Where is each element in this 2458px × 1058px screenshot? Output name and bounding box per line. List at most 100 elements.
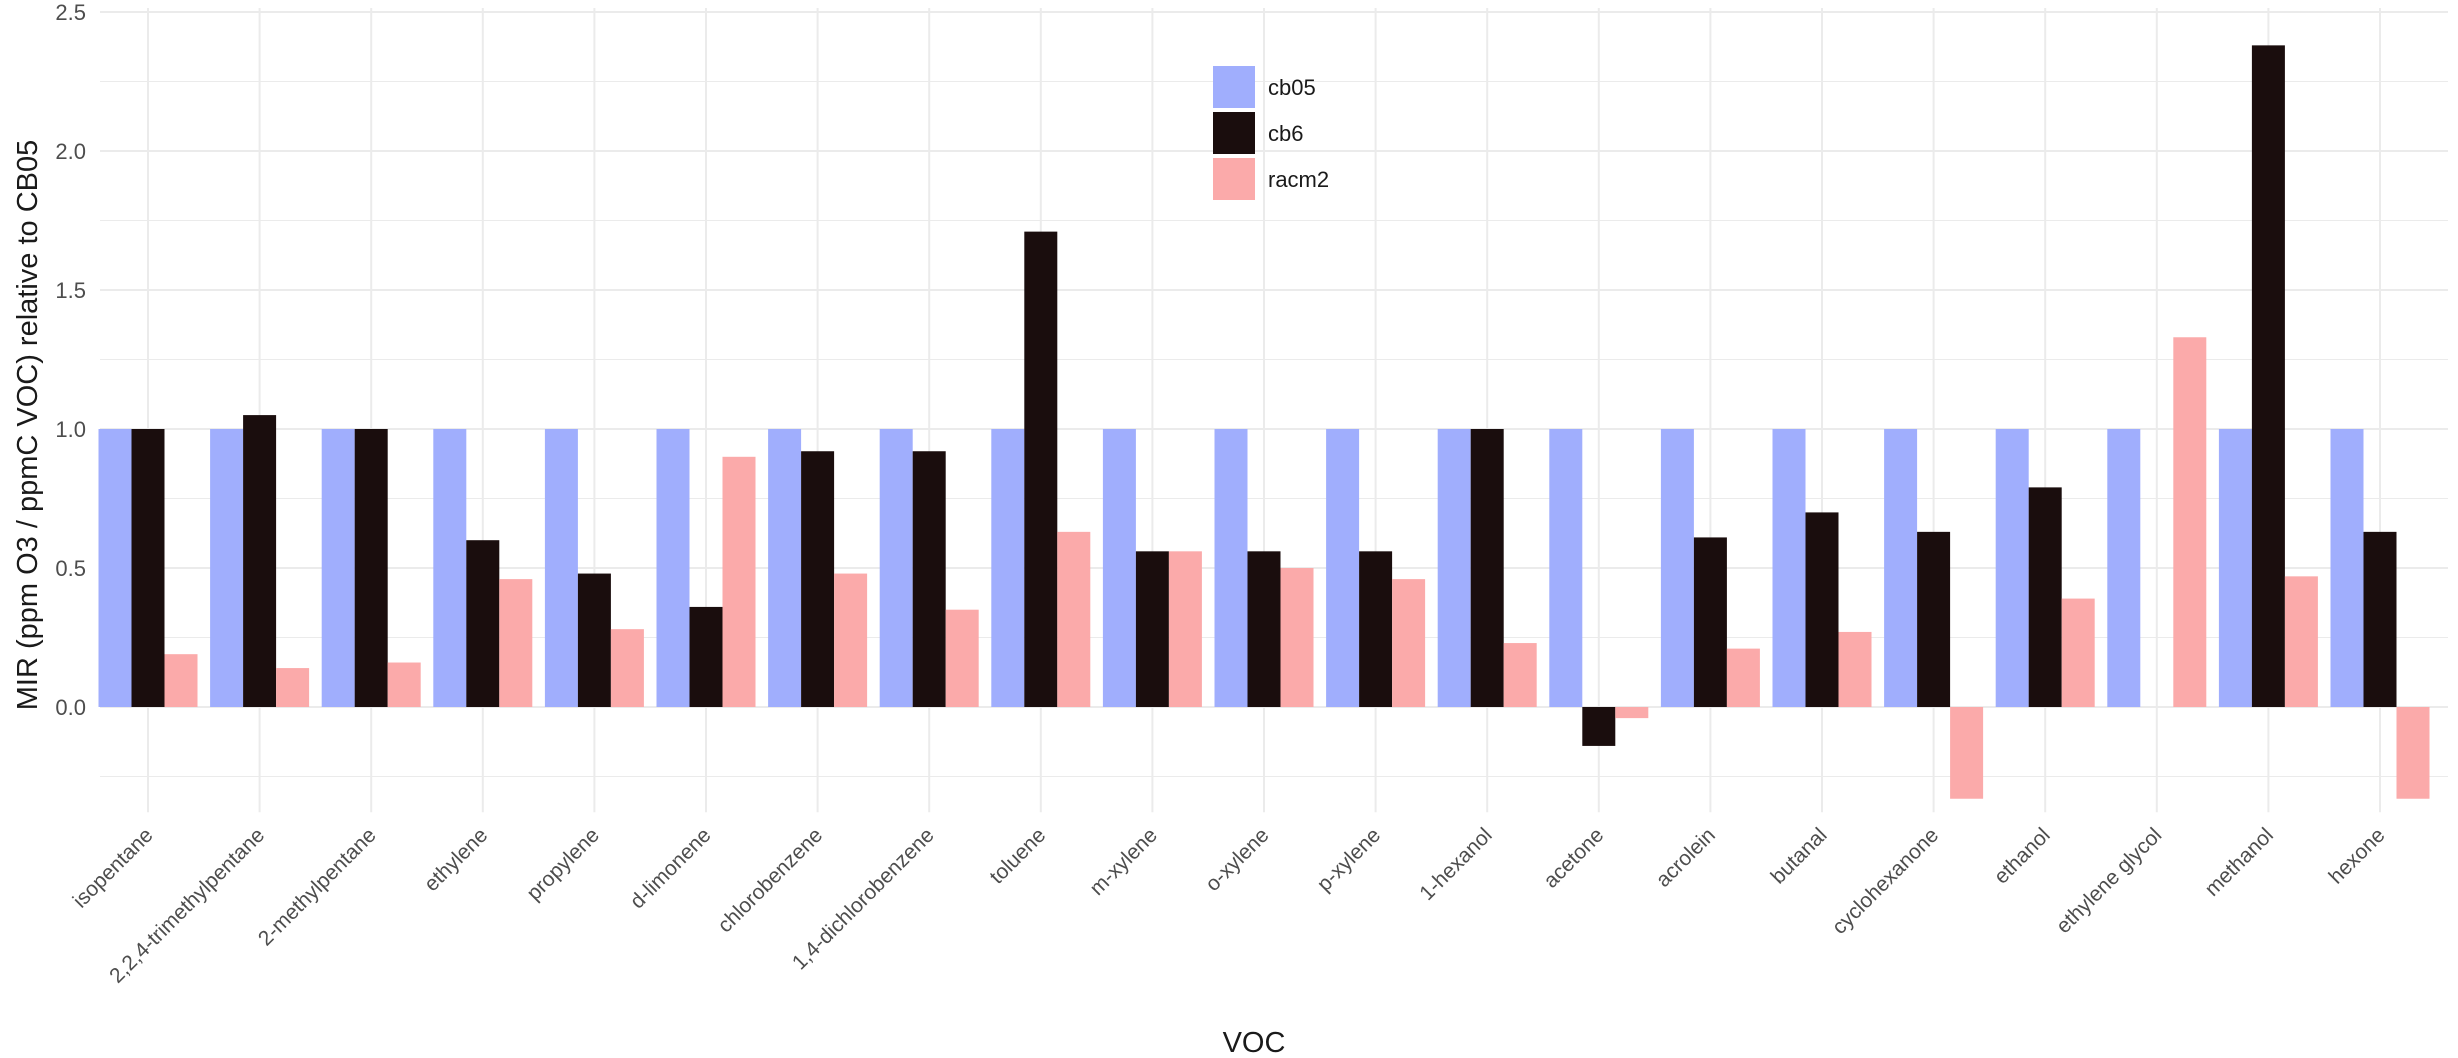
bar-cb6-chlorobenzene xyxy=(801,451,835,707)
bar-cb05-butanal xyxy=(1772,429,1806,707)
x-tick-label: 2-methylpentane xyxy=(254,824,381,951)
bar-cb05-acetone xyxy=(1549,429,1583,707)
x-tick-label: cyclohexanone xyxy=(1828,824,1943,939)
x-tick-label: methanol xyxy=(2201,824,2278,901)
bar-cb05-2-2-4-trimethylpentane xyxy=(210,429,244,707)
bar-cb6-2-methylpentane xyxy=(354,429,388,707)
bar-racm2-ethylene-glycol xyxy=(2173,337,2207,707)
bar-cb05-acrolein xyxy=(1660,429,1694,707)
x-tick-label: acrolein xyxy=(1652,824,1720,892)
x-tick-label: chlorobenzene xyxy=(713,824,827,938)
bar-racm2-butanal xyxy=(1838,631,1872,707)
bar-cb6-p-xylene xyxy=(1359,551,1393,707)
bar-racm2-2-2-4-trimethylpentane xyxy=(276,668,310,707)
bar-cb6-toluene xyxy=(1024,231,1058,707)
bar-cb6-acrolein xyxy=(1693,537,1727,707)
bar-cb05-hexone xyxy=(2330,429,2364,707)
y-tick-label: 0.0 xyxy=(55,695,86,720)
x-tick-label: d-limonene xyxy=(626,824,716,914)
y-tick-label: 2.5 xyxy=(55,0,86,25)
bar-cb05-isopentane xyxy=(98,429,132,707)
bar-racm2-d-limonene xyxy=(722,456,756,707)
bar-cb6-m-xylene xyxy=(1135,551,1169,707)
bar-cb05-m-xylene xyxy=(1102,429,1136,707)
y-tick-label: 1.0 xyxy=(55,417,86,442)
x-tick-label: propylene xyxy=(522,824,603,905)
bar-racm2-ethanol xyxy=(2061,598,2095,707)
bar-racm2-ethylene xyxy=(499,579,533,707)
bar-cb05-d-limonene xyxy=(656,429,690,707)
bar-racm2-methanol xyxy=(2284,576,2318,707)
bar-cb6-1-4-dichlorobenzene xyxy=(912,451,946,707)
bar-cb6-methanol xyxy=(2251,45,2285,708)
y-axis-title: MIR (ppm O3 / ppmC VOC) relative to CB05 xyxy=(12,140,44,711)
y-tick-label: 1.5 xyxy=(55,278,86,303)
x-tick-label: butanal xyxy=(1767,824,1832,889)
bar-cb6-2-2-4-trimethylpentane xyxy=(243,415,277,707)
x-tick-label: toluene xyxy=(985,824,1050,889)
bar-cb05-cyclohexanone xyxy=(1884,429,1918,707)
legend: cb05 cb6 racm2 xyxy=(1213,66,1329,200)
bar-cb05-2-methylpentane xyxy=(321,429,355,707)
x-tick-label: isopentane xyxy=(69,824,158,913)
bar-racm2-isopentane xyxy=(164,654,198,707)
bar-cb05-ethanol xyxy=(1995,429,2029,707)
x-tick-label: ethanol xyxy=(1990,824,2055,889)
legend-label-cb05: cb05 xyxy=(1268,75,1316,100)
bar-cb6-hexone xyxy=(2363,531,2397,707)
bar-racm2-acetone xyxy=(1615,707,1649,719)
bar-cb05-propylene xyxy=(544,429,578,707)
bar-cb05-1-hexanol xyxy=(1437,429,1471,707)
bar-cb05-toluene xyxy=(991,429,1025,707)
bar-cb05-p-xylene xyxy=(1326,429,1360,707)
bar-racm2-acrolein xyxy=(1726,648,1760,707)
bar-racm2-p-xylene xyxy=(1392,579,1426,707)
bar-cb6-ethylene xyxy=(466,540,500,707)
bar-cb6-cyclohexanone xyxy=(1917,531,1951,707)
bar-cb6-ethanol xyxy=(2028,487,2062,707)
bar-cb6-1-hexanol xyxy=(1470,429,1504,707)
bar-cb6-acetone xyxy=(1582,707,1616,746)
x-tick-label: 1-hexanol xyxy=(1415,824,1496,905)
legend-key-racm2 xyxy=(1213,158,1255,200)
legend-key-cb6 xyxy=(1213,112,1255,154)
bar-racm2-2-methylpentane xyxy=(387,662,421,707)
x-tick-label: o-xylene xyxy=(1201,824,1273,896)
x-tick-label: ethylene glycol xyxy=(2052,824,2166,938)
x-tick-label: m-xylene xyxy=(1085,824,1162,901)
bar-racm2-cyclohexanone xyxy=(1950,707,1984,799)
bars xyxy=(98,45,2430,799)
bar-cb05-1-4-dichlorobenzene xyxy=(879,429,913,707)
bar-cb6-d-limonene xyxy=(689,606,723,707)
x-axis-ticks: isopentane2,2,4-trimethylpentane2-methyl… xyxy=(69,824,2390,988)
bar-racm2-toluene xyxy=(1057,531,1091,707)
bar-racm2-hexone xyxy=(2396,707,2430,799)
bar-racm2-propylene xyxy=(610,629,644,707)
bar-cb05-ethylene-glycol xyxy=(2107,429,2141,707)
y-tick-label: 0.5 xyxy=(55,556,86,581)
bar-cb6-butanal xyxy=(1805,512,1839,707)
bar-cb05-ethylene xyxy=(433,429,467,707)
y-axis-ticks: 0.0 0.5 1.0 1.5 2.0 2.5 xyxy=(55,0,86,720)
x-axis-title: VOC xyxy=(1223,1027,1286,1058)
legend-key-cb05 xyxy=(1213,66,1255,108)
bar-cb6-propylene xyxy=(577,573,611,707)
bar-racm2-o-xylene xyxy=(1280,568,1314,707)
legend-label-racm2: racm2 xyxy=(1268,167,1329,192)
x-tick-label: ethylene xyxy=(420,824,492,896)
legend-label-cb6: cb6 xyxy=(1268,121,1303,146)
bar-racm2-1-4-dichlorobenzene xyxy=(945,609,979,707)
y-tick-label: 2.0 xyxy=(55,139,86,164)
bar-racm2-1-hexanol xyxy=(1503,643,1537,707)
x-tick-label: hexone xyxy=(2325,824,2390,889)
bar-cb6-isopentane xyxy=(131,429,165,707)
bar-cb6-o-xylene xyxy=(1247,551,1281,707)
bar-cb05-o-xylene xyxy=(1214,429,1248,707)
bar-racm2-m-xylene xyxy=(1168,551,1202,707)
bar-cb05-methanol xyxy=(2218,429,2252,707)
x-tick-label: p-xylene xyxy=(1313,824,1385,896)
bar-racm2-chlorobenzene xyxy=(834,573,868,707)
x-tick-label: acetone xyxy=(1539,824,1608,893)
bar-cb05-chlorobenzene xyxy=(768,429,802,707)
